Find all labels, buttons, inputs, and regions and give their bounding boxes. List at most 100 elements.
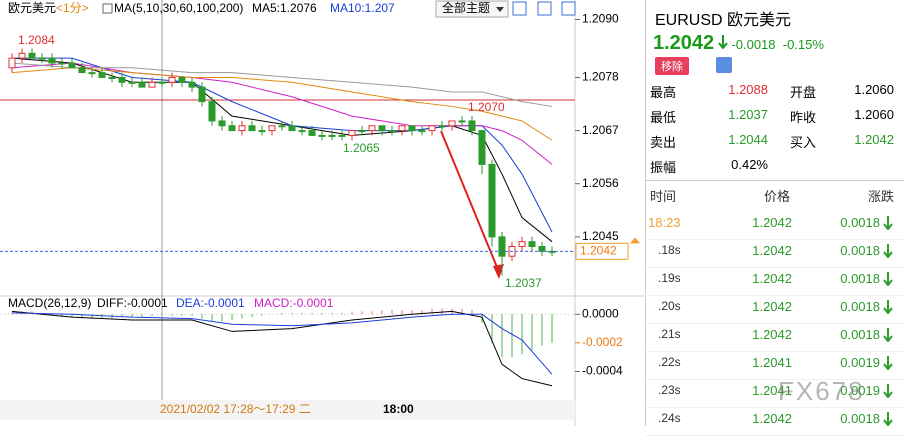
quote-value: 0.42% xyxy=(731,157,768,172)
high-label: 1.2084 xyxy=(18,33,55,47)
tick-time: 18:23 xyxy=(648,215,681,230)
quote-label: 开盘 xyxy=(790,85,817,100)
quote-value: 1.2037 xyxy=(728,107,768,122)
icon-btn[interactable] xyxy=(537,1,552,16)
quote-label: 买入 xyxy=(790,135,817,150)
candle-body xyxy=(208,101,216,122)
quote-line: 1.2042 -0.0018 -0.15% xyxy=(653,32,824,55)
row-sep xyxy=(645,295,904,296)
tick-change: 0.0018 xyxy=(840,215,880,230)
quote-value: 1.2044 xyxy=(728,132,768,147)
theme-select[interactable] xyxy=(435,0,509,18)
candle-body xyxy=(18,52,26,59)
dropdown-caret xyxy=(496,7,504,12)
candle-body xyxy=(158,81,166,84)
tick-change: 0.0019 xyxy=(840,355,880,370)
macd-tick-label: 0.0000 xyxy=(582,306,619,320)
tick-price: 1.2042 xyxy=(752,411,792,426)
macd-diff: DIFF:-0.0001 xyxy=(97,296,168,310)
candle-body xyxy=(318,134,326,137)
quote-value: 1.2060 xyxy=(854,107,894,122)
candle-body xyxy=(48,57,56,64)
icon-btn[interactable] xyxy=(512,1,527,16)
tick-arrow xyxy=(883,216,893,233)
current-marker xyxy=(630,237,640,244)
chart-area: 欧元美元 <1分> MA(5,10,30,60,100,200) MA5:1.2… xyxy=(0,0,645,426)
candle-body xyxy=(438,125,446,128)
candle-body xyxy=(188,81,196,88)
price: 1.2042 xyxy=(653,32,715,54)
quote-label: 最低 xyxy=(650,110,677,125)
candle-body xyxy=(268,125,276,132)
ma5: MA5:1.2076 xyxy=(252,1,317,15)
candle-body xyxy=(118,76,126,83)
tick-arrow xyxy=(883,300,893,317)
checkbox[interactable] xyxy=(102,3,113,14)
tick-header: 价格 xyxy=(763,189,790,204)
candle-body xyxy=(538,246,546,252)
tick-time: .20s xyxy=(658,299,681,313)
candle-body xyxy=(218,120,226,127)
row-sep xyxy=(645,323,904,324)
candle-body xyxy=(338,134,346,137)
macd-dea: DEA:-0.0001 xyxy=(176,296,245,310)
tick-price: 1.2041 xyxy=(752,355,792,370)
tick-change: 0.0018 xyxy=(840,243,880,258)
tick-price: 1.2042 xyxy=(752,299,792,314)
candle-body xyxy=(198,86,206,103)
bg xyxy=(0,0,645,426)
candle-body xyxy=(378,125,386,132)
candle-body xyxy=(498,236,506,257)
icon-btn[interactable] xyxy=(561,1,576,16)
quote-label: 昨收 xyxy=(790,110,817,125)
symbol: EURUSD 欧元美元 xyxy=(655,6,791,30)
candle-body xyxy=(458,120,466,123)
ma-line xyxy=(11,67,553,141)
tick-change: 0.0018 xyxy=(840,327,880,342)
candle-body xyxy=(108,76,116,79)
current-box xyxy=(575,242,629,260)
candle-body xyxy=(358,130,366,133)
candle-body xyxy=(38,57,46,60)
period: <1分> xyxy=(56,1,89,15)
candle-body xyxy=(368,125,376,132)
down-arrow xyxy=(883,412,893,427)
row-sep xyxy=(645,267,904,268)
alert-btn[interactable] xyxy=(716,57,732,73)
symbol-name: 欧元美元 xyxy=(8,1,56,15)
quote-value: 1.2088 xyxy=(728,82,768,97)
quote-value: 1.2042 xyxy=(854,132,894,147)
candle-body xyxy=(448,120,456,127)
tick-price: 1.2042 xyxy=(752,215,792,230)
candle-body xyxy=(178,76,186,83)
current-label: 1.2042 xyxy=(580,244,617,258)
macd-current-label: -0.0002 xyxy=(582,335,623,349)
tick-price: 1.2042 xyxy=(752,243,792,258)
tick-change: 0.0018 xyxy=(840,271,880,286)
remove-btn[interactable]: 移除 xyxy=(655,57,689,75)
tick-arrow xyxy=(883,384,893,401)
candle-body xyxy=(148,81,156,88)
candle-body xyxy=(298,130,306,133)
candle-body xyxy=(258,130,266,133)
low-label: 1.2037 xyxy=(505,276,542,290)
tick-arrow xyxy=(883,356,893,373)
diff-line xyxy=(11,310,553,387)
tick-time: .21s xyxy=(658,327,681,341)
tick-header: 涨跌 xyxy=(867,189,894,204)
ma-def: MA(5,10,30,60,100,200) xyxy=(114,1,243,15)
tick-change: 0.0019 xyxy=(840,383,880,398)
ma-line xyxy=(11,62,553,107)
tick-header: 时间 xyxy=(650,189,677,204)
watermark: FX678 xyxy=(778,376,865,406)
y-tick-label: 1.2090 xyxy=(582,12,619,26)
candle-body xyxy=(518,241,526,248)
quote-label: 振幅 xyxy=(650,160,677,175)
candle-body xyxy=(528,241,536,248)
candle-body xyxy=(238,125,246,132)
candle-body xyxy=(58,62,66,65)
dea-line xyxy=(11,312,553,375)
down-arrow xyxy=(883,216,893,231)
y-tick-label: 1.2078 xyxy=(582,70,619,84)
candle-body xyxy=(28,52,36,59)
